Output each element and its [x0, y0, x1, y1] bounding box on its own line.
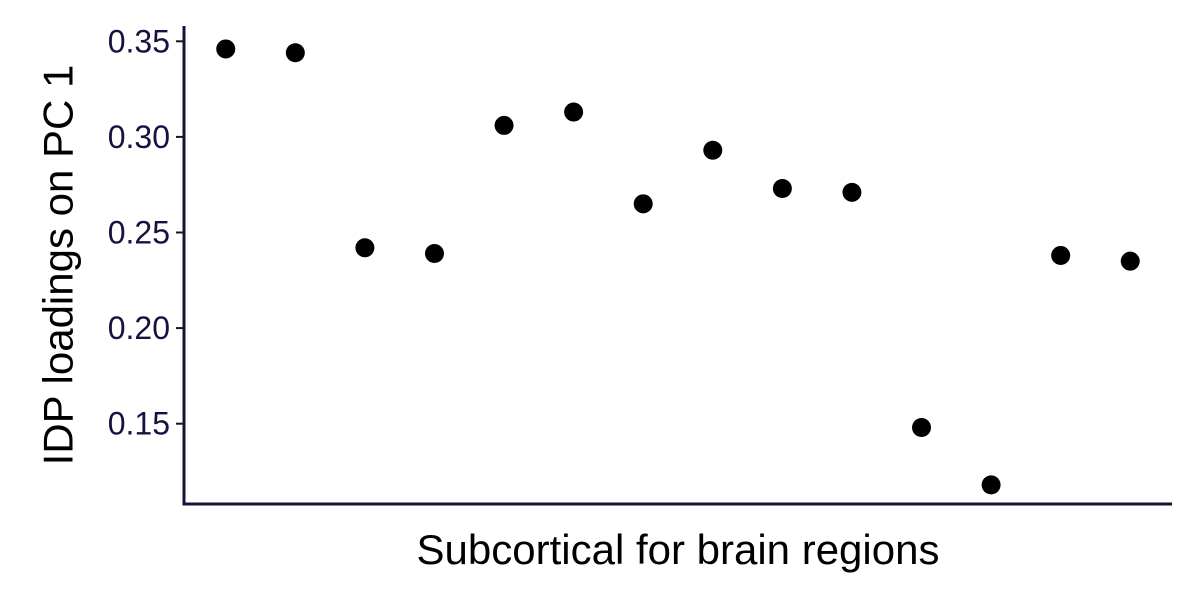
y-axis-title: IDP loadings on PC 1 — [35, 65, 82, 466]
data-points — [216, 39, 1140, 495]
x-axis-title: Subcortical for brain regions — [417, 526, 940, 573]
data-point — [216, 39, 236, 59]
data-point — [981, 475, 1001, 495]
data-point — [912, 418, 932, 438]
data-point — [1120, 251, 1140, 271]
data-point — [564, 102, 584, 122]
data-point — [1051, 245, 1071, 265]
y-tick-label: 0.30 — [108, 119, 170, 155]
y-tick-label: 0.35 — [108, 23, 170, 59]
y-tick-label: 0.20 — [108, 310, 170, 346]
y-tick-label: 0.25 — [108, 214, 170, 250]
data-point — [772, 179, 792, 199]
y-tick-label: 0.15 — [108, 406, 170, 442]
data-point — [285, 43, 305, 63]
data-point — [424, 244, 444, 264]
data-point — [842, 182, 862, 202]
y-axis-ticks: 0.15 0.20 0.25 0.30 0.35 — [108, 23, 184, 442]
data-point — [633, 194, 653, 214]
data-point — [355, 238, 375, 258]
data-point — [494, 115, 514, 135]
data-point — [703, 140, 723, 160]
